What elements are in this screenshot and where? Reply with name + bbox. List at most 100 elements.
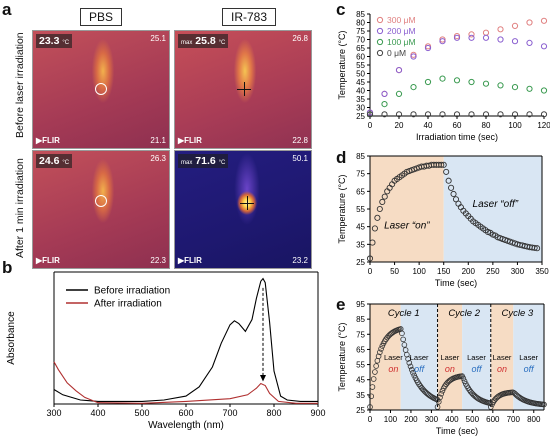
data-point [497,111,504,118]
legend-entry-2: 100 μM [387,37,416,47]
scale-min: 22.3 [150,256,166,265]
row-label-after: After 1 min irradiation [14,158,26,258]
data-point [375,353,382,360]
data-point [373,363,379,369]
x-tick-label: 100 [412,267,426,276]
spot-marker-icon [95,83,107,95]
x-tick-label: 700 [507,415,521,424]
data-point [468,31,475,38]
x-tick-label: 500 [466,415,480,424]
y-axis-label: Temperature (°C) [337,30,347,99]
data-point [408,366,415,373]
temperature-readout: 24.6 °C [36,154,73,168]
flir-logo: ▶FLIR [36,256,60,265]
region-label-off: Laser “off” [473,199,519,210]
data-point [424,78,432,86]
crosshair-icon [244,82,245,96]
thermal-image-ir783-before: max 25.8 °C 26.8 22.8 ▶FLIR [174,30,312,149]
y-tick-label: 85 [356,10,365,19]
data-point [482,34,490,41]
x-tick-label: 350 [535,267,549,276]
y-tick-label: 85 [356,315,365,324]
laser-on-word: on [445,364,455,374]
data-point [511,84,519,91]
x-tick-label: 300 [46,408,61,418]
x-tick-label: 20 [395,121,404,130]
data-point [399,330,405,337]
data-point [439,387,446,394]
data-point [366,111,374,118]
data-point [407,363,414,370]
data-point [369,384,376,390]
data-point [440,161,447,168]
x-axis-label: Wavelength (nm) [148,420,224,431]
laser-on-label: Laser [440,353,459,362]
laser-on-word: on [497,364,507,374]
data-point [511,111,519,118]
x-tick-label: 80 [482,121,491,130]
region-off-2 [513,304,544,410]
data-point [367,404,373,410]
scale-min: 23.2 [292,256,308,265]
laser-on-label: Laser [384,353,403,362]
x-tick-label: 800 [266,408,281,418]
data-point [379,343,386,349]
data-point [381,111,388,118]
cycle-label-2: Cycle 2 [448,308,480,319]
data-point [453,77,461,84]
legend-marker-3 [376,49,384,57]
y-tick-label: 70 [356,36,365,45]
x-tick-label: 200 [462,267,476,276]
data-point [371,225,378,232]
y-tick-label: 65 [356,345,365,354]
data-point [400,336,406,343]
scale-max: 25.1 [150,34,166,43]
data-point [468,78,475,86]
y-tick-label: 60 [356,53,365,62]
row-label-before: Before laser irradiation [14,32,26,138]
x-tick-label: 300 [511,267,525,276]
data-point [381,90,388,98]
data-point [487,404,494,410]
data-point [511,38,519,45]
data-point [482,29,490,36]
x-tick-label: 60 [453,121,462,130]
y-tick-label: 45 [356,376,365,385]
y-tick-label: 80 [356,19,365,28]
temperature-readout: 23.3 °C [36,34,73,48]
panel-letter-a: a [2,0,12,19]
scale-max: 26.3 [150,154,166,163]
laser-off-label: Laser [519,353,538,362]
y-tick-label: 55 [356,361,365,370]
x-tick-label: 100 [508,121,522,130]
y-axis-label: Temperature (°C) [337,322,347,391]
data-point [439,36,446,43]
x-tick-label: 500 [134,408,149,418]
laser-off-label: Laser [410,353,429,362]
data-point [410,53,417,60]
region-off-1 [462,304,491,410]
scale-max: 26.8 [292,34,308,43]
data-point [381,193,388,200]
y-tick-label: 25 [356,112,365,121]
thermal-image-ir783-after: max 71.6 °C 50.1 23.2 ▶FLIR [174,150,312,269]
y-tick-label: 45 [356,223,365,232]
region-label-on: Laser “on” [384,220,430,231]
x-tick-label: 700 [222,408,237,418]
data-point [381,101,388,108]
legend-marker-0 [376,16,384,24]
temperature-concentration-chart: 0 20 40 60 80 100 1202530354045505560657075808… [337,10,550,142]
data-point [497,26,504,33]
legend-entry-1: 200 μM [387,26,416,36]
panel-letter-c: c [336,0,346,19]
x-axis-label: Time (sec) [435,278,477,288]
data-point [377,349,383,356]
x-tick-label: 900 [310,408,325,418]
series-line-1 [53,361,318,404]
data-point [540,87,548,94]
data-point [406,360,413,366]
data-point [439,111,446,118]
data-point [368,393,375,400]
column-label-ir783: IR-783 [222,8,277,26]
data-point [453,32,461,40]
